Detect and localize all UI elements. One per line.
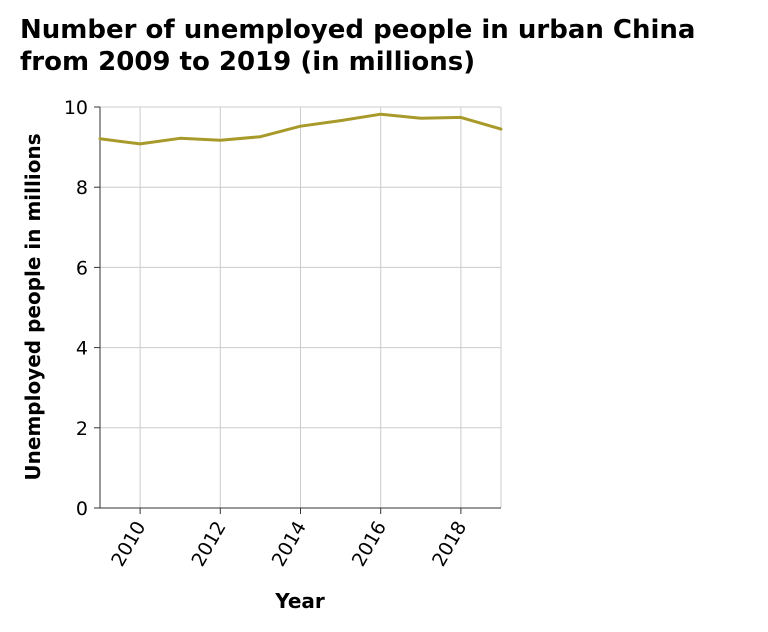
y-axis-title: Unemployed people in millions xyxy=(21,133,45,480)
x-tick-label: 2010 xyxy=(107,518,150,571)
y-tick-label: 2 xyxy=(76,418,88,440)
grid-lines xyxy=(100,106,502,509)
x-axis-title: Year xyxy=(274,589,325,613)
y-tick-label: 10 xyxy=(64,97,88,119)
axes xyxy=(94,106,501,514)
x-tick-label: 2016 xyxy=(348,518,391,571)
series-line xyxy=(98,112,503,146)
chart-title-line-2: from 2009 to 2019 (in millions) xyxy=(20,47,476,77)
chart-title-line-1: Number of unemployed people in urban Chi… xyxy=(20,15,696,45)
y-tick-label: 0 xyxy=(76,498,88,520)
x-tick-label: 2018 xyxy=(428,518,471,571)
chart-title: Number of unemployed people in urban Chi… xyxy=(20,14,760,78)
y-tick-label: 4 xyxy=(76,338,88,360)
x-tick-label: 2014 xyxy=(268,518,311,571)
series-lines xyxy=(98,112,503,146)
tick-labels: 0 2 4 6 8 10 2010 2012 2014 2016 2018 xyxy=(64,97,471,570)
y-tick-label: 8 xyxy=(76,177,88,199)
x-tick-label: 2012 xyxy=(187,518,230,571)
y-tick-label: 6 xyxy=(76,257,88,279)
